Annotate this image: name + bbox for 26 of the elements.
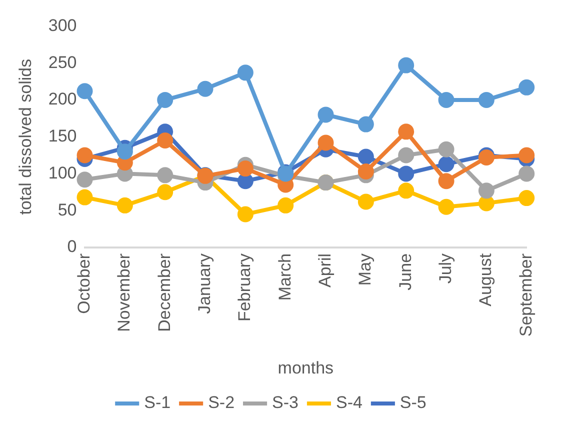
x-tick-label: October <box>74 253 94 314</box>
legend-label: S-1 <box>144 393 171 412</box>
legend-label: S-3 <box>272 393 298 412</box>
y-tick-label: 150 <box>48 126 77 146</box>
x-tick-label: June <box>396 253 415 290</box>
x-tick-label: July <box>436 252 455 284</box>
y-tick-label: 250 <box>48 52 77 72</box>
x-tick-label: December <box>154 253 174 332</box>
y-tick-label: 50 <box>58 200 77 220</box>
legend-label: S-2 <box>208 393 235 412</box>
x-tick-label: April <box>315 253 334 288</box>
x-tick-label: February <box>235 252 254 322</box>
x-tick-label: August <box>476 253 496 306</box>
x-tick-label: November <box>114 253 134 332</box>
x-tick-label: March <box>275 253 294 301</box>
x-axis-title: months <box>278 358 334 378</box>
y-tick-label: 0 <box>67 237 77 256</box>
x-tick-label: May <box>356 252 375 286</box>
y-tick-label: 200 <box>48 90 77 109</box>
y-tick-label: 300 <box>48 16 77 35</box>
y-tick-label: 100 <box>48 163 77 182</box>
legend-label: S-4 <box>336 393 362 412</box>
y-axis-title: total dissolved solids <box>16 58 35 215</box>
legend-label: S-5 <box>400 393 426 412</box>
x-tick-label: September <box>516 253 536 337</box>
x-tick-label: January <box>194 252 214 314</box>
